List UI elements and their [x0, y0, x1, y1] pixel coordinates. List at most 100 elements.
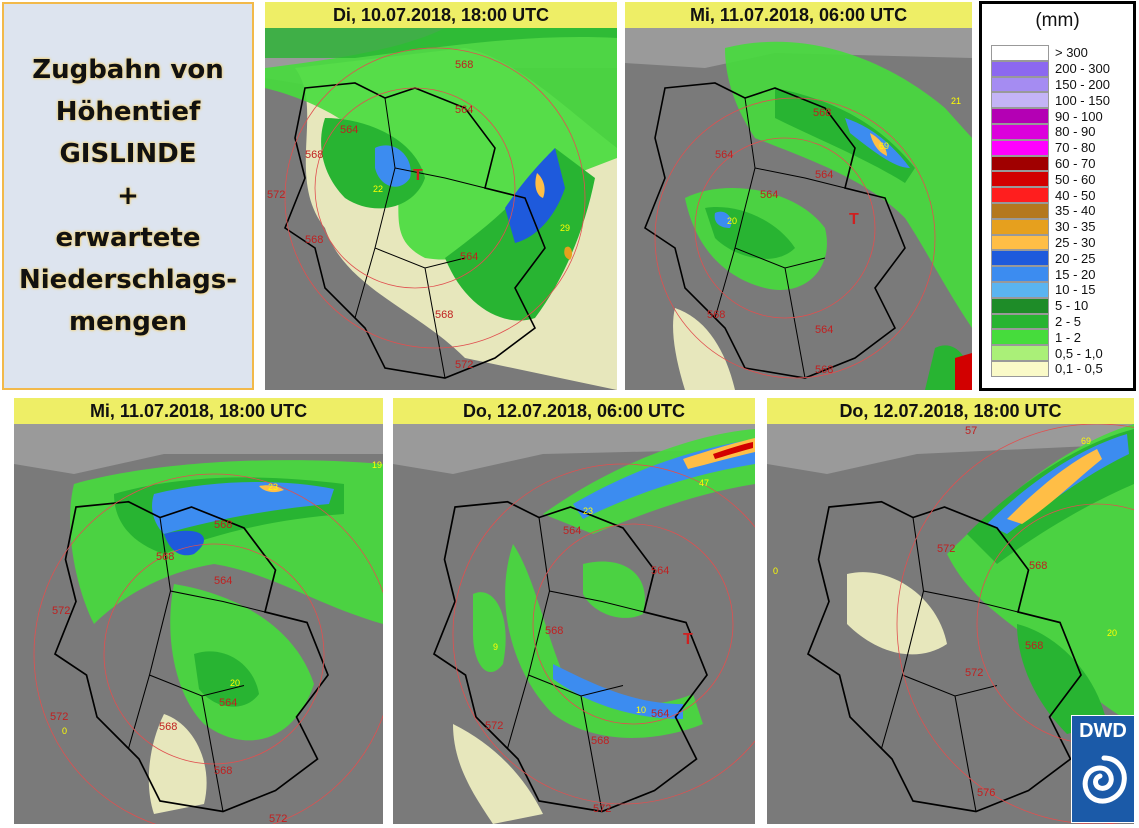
title-line: GISLINDE [59, 139, 197, 169]
contour-label: 564 [815, 324, 833, 336]
contour-label: 572 [269, 813, 287, 824]
legend-item: 150 - 200 [991, 76, 1110, 93]
contour-label: 572 [52, 605, 70, 617]
legend-item: 1 - 2 [991, 329, 1110, 346]
legend-item: 0,5 - 1,0 [991, 345, 1110, 361]
legend-swatch [991, 171, 1049, 188]
contour-label: 568 [815, 364, 833, 376]
legend-swatch [991, 266, 1049, 282]
legend-label: 5 - 10 [1055, 298, 1089, 314]
map-panel-1: Di, 10.07.2018, 18:00 UTC 568 564 564 56… [265, 2, 617, 390]
legend-item: 70 - 80 [991, 139, 1110, 156]
legend-item: 100 - 150 [991, 92, 1110, 109]
legend-label: 90 - 100 [1055, 108, 1103, 124]
contour-label: 564 [715, 149, 733, 161]
dwd-logo-text: DWD [1079, 720, 1127, 742]
contour-label: 568 [156, 551, 174, 563]
legend-swatch [991, 297, 1049, 314]
title-line: Höhentief [55, 97, 201, 127]
low-pressure-marker: T [683, 631, 693, 648]
title-box: Zugbahn von Höhentief GISLINDE + erwarte… [2, 2, 254, 390]
map-panel-2: Mi, 11.07.2018, 06:00 UTC 568 564 564 56… [625, 2, 972, 390]
max-value-label: 23 [583, 506, 593, 516]
title-line: + [117, 181, 139, 211]
panel-header: Mi, 11.07.2018, 06:00 UTC [625, 2, 972, 28]
title-line: Niederschlags- [18, 265, 238, 295]
contour-label: 568 [305, 234, 323, 246]
contour-label: 564 [815, 169, 833, 181]
legend-swatch [991, 76, 1049, 93]
max-value-label: 0 [773, 566, 778, 576]
title-line: mengen [68, 307, 187, 337]
contour-label: 572 [50, 711, 68, 723]
legend-label: 15 - 20 [1055, 266, 1096, 282]
contour-label: 568 [707, 309, 725, 321]
swirl-icon [1082, 755, 1127, 804]
title-line: erwartete [55, 223, 201, 253]
legend-item: 20 - 25 [991, 250, 1110, 267]
legend-item: 40 - 50 [991, 187, 1110, 203]
legend-label: 30 - 35 [1055, 219, 1096, 235]
map-panel-3: Mi, 11.07.2018, 18:00 UTC 568 568 564 57… [14, 398, 383, 824]
contour-label: 564 [563, 525, 581, 537]
legend-rows: > 300 200 - 300 150 - 200 100 - 150 90 -… [991, 45, 1110, 377]
contour-label: 572 [937, 543, 955, 555]
precip-map: 564 564 568 564 568 572 572 T 47 23 9 10 [393, 424, 755, 824]
max-value-label: 69 [1081, 436, 1091, 446]
contour-label: 568 [591, 735, 609, 747]
contour-label: 564 [340, 124, 358, 136]
legend-item: 30 - 35 [991, 218, 1110, 235]
legend-label: 0,1 - 0,5 [1055, 361, 1103, 377]
legend-swatch [991, 250, 1049, 267]
contour-label: 564 [651, 565, 669, 577]
max-value-label: 21 [951, 96, 961, 106]
contour-label: 568 [214, 519, 232, 531]
contour-label: 568 [214, 765, 232, 777]
contour-label: 568 [1025, 640, 1043, 652]
legend-item: 80 - 90 [991, 123, 1110, 140]
legend-label: 2 - 5 [1055, 313, 1082, 329]
legend-item: 5 - 10 [991, 297, 1110, 314]
legend-item: 200 - 300 [991, 60, 1110, 77]
max-value-label: 22 [373, 184, 383, 194]
max-value-label: 69 [879, 141, 889, 151]
max-value-label: 20 [727, 216, 737, 226]
legend-swatch [991, 155, 1049, 172]
legend-label: 20 - 25 [1055, 250, 1096, 266]
legend-label: 200 - 300 [1055, 61, 1110, 77]
contour-label: 568 [159, 721, 177, 733]
contour-label: 572 [965, 667, 983, 679]
legend-swatch [991, 360, 1049, 377]
contour-label: 568 [545, 625, 563, 637]
contour-label: 568 [813, 107, 831, 119]
legend-swatch [991, 329, 1049, 346]
legend-item: 25 - 30 [991, 234, 1110, 251]
precipitation-legend: (mm) > 300 200 - 300 150 - 200 100 - 150… [979, 1, 1136, 391]
dwd-logo: DWD [1071, 715, 1135, 823]
map-panel-4: Do, 12.07.2018, 06:00 UTC 564 564 568 56… [393, 398, 755, 824]
legend-swatch [991, 108, 1049, 124]
legend-swatch [991, 281, 1049, 298]
legend-item: 2 - 5 [991, 313, 1110, 330]
legend-swatch [991, 202, 1049, 219]
contour-label: 564 [455, 104, 473, 116]
legend-swatch [991, 218, 1049, 235]
contour-label: 57 [965, 425, 977, 437]
legend-label: 50 - 60 [1055, 171, 1096, 187]
low-pressure-marker: T [413, 167, 423, 184]
low-pressure-marker: T [849, 211, 859, 228]
legend-label: 70 - 80 [1055, 140, 1096, 156]
contour-label: 564 [219, 697, 237, 709]
legend-item: 50 - 60 [991, 171, 1110, 188]
max-value-label: 20 [230, 678, 240, 688]
legend-label: 0,5 - 1,0 [1055, 345, 1103, 361]
contour-label: 564 [460, 251, 478, 263]
legend-swatch [991, 345, 1049, 361]
panel-header: Mi, 11.07.2018, 18:00 UTC [14, 398, 383, 424]
legend-label: 40 - 50 [1055, 187, 1096, 203]
legend-swatch [991, 313, 1049, 330]
legend-label: 25 - 30 [1055, 234, 1096, 250]
max-value-label: 23 [268, 482, 278, 492]
contour-label: 564 [651, 708, 669, 720]
legend-label: 150 - 200 [1055, 76, 1110, 92]
